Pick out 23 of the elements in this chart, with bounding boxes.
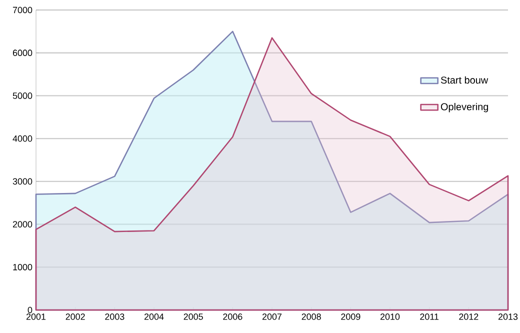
x-tick-label: 2013 xyxy=(498,314,518,320)
y-tick-label: 4000 xyxy=(12,135,32,142)
x-tick-label: 2003 xyxy=(105,314,124,320)
y-tick-label: 6000 xyxy=(12,50,32,56)
x-tick-label: 2002 xyxy=(66,314,85,320)
x-tick-label: 2011 xyxy=(420,314,439,320)
legend-label: Start bouw xyxy=(440,76,488,84)
y-tick-label: 0 xyxy=(28,306,32,314)
x-tick-label: 2006 xyxy=(223,314,242,320)
x-tick-label: 2005 xyxy=(184,314,203,320)
x-tick-label: 2007 xyxy=(262,314,282,320)
x-tick-label: 2009 xyxy=(341,314,360,320)
x-tick-label: 2010 xyxy=(380,314,400,320)
y-tick-label: 5000 xyxy=(12,92,32,99)
y-tick-label: 3000 xyxy=(12,178,32,185)
x-tick-label: 2004 xyxy=(144,314,164,320)
y-tick-label: 7000 xyxy=(12,6,32,14)
y-tick-label: 1000 xyxy=(13,264,32,270)
legend-label: Oplevering xyxy=(440,102,488,112)
x-tick-label: 2012 xyxy=(459,314,478,320)
x-tick-label: 2008 xyxy=(302,314,321,320)
x-tick-label: 2001 xyxy=(26,314,46,320)
y-tick-label: 2000 xyxy=(12,221,32,228)
